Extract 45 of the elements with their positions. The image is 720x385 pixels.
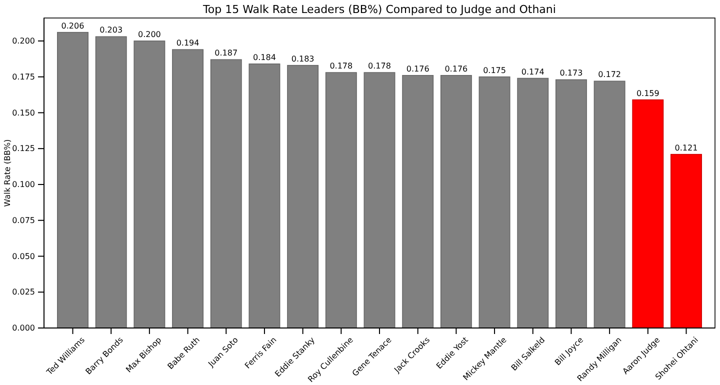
data-label: 0.203 xyxy=(100,26,123,35)
data-label: 0.159 xyxy=(636,88,660,98)
bar xyxy=(248,64,280,328)
bar xyxy=(134,40,166,328)
y-tick-label: 0.000 xyxy=(12,324,35,333)
data-label: 0.178 xyxy=(368,62,391,71)
bar xyxy=(632,99,664,328)
data-label: 0.200 xyxy=(138,30,161,39)
data-label: 0.174 xyxy=(521,67,544,76)
bar xyxy=(402,75,434,328)
bar xyxy=(325,72,357,328)
bar xyxy=(670,154,702,328)
bar xyxy=(478,76,510,328)
data-label: 0.175 xyxy=(483,66,506,75)
data-label: 0.121 xyxy=(674,143,698,152)
data-label: 0.206 xyxy=(61,21,84,30)
y-tick-label: 0.100 xyxy=(12,180,35,190)
y-axis-title: Walk Rate (BB%) xyxy=(3,139,12,207)
bar xyxy=(172,49,204,328)
bar xyxy=(364,72,396,328)
y-tick-label: 0.175 xyxy=(12,72,35,82)
data-label: 0.183 xyxy=(291,54,314,64)
y-tick-label: 0.150 xyxy=(12,108,35,118)
bar xyxy=(440,75,472,328)
chart-title: Top 15 Walk Rate Leaders (BB%) Compared to Judge and Othani xyxy=(202,3,556,16)
bar xyxy=(95,36,127,328)
y-tick-label: 0.050 xyxy=(12,252,35,261)
data-label: 0.172 xyxy=(598,70,622,80)
data-label: 0.176 xyxy=(406,64,430,74)
data-label: 0.194 xyxy=(176,38,200,48)
y-tick-label: 0.125 xyxy=(12,144,35,154)
bar xyxy=(594,80,626,328)
bar xyxy=(210,59,242,328)
y-tick-label: 0.075 xyxy=(12,216,35,225)
bar xyxy=(287,64,319,328)
bar xyxy=(555,79,587,328)
data-label: 0.187 xyxy=(214,48,238,58)
data-label: 0.184 xyxy=(253,52,276,62)
data-label: 0.178 xyxy=(330,62,353,71)
y-tick-label: 0.025 xyxy=(12,288,35,297)
bar xyxy=(517,78,549,328)
y-tick-label: 0.200 xyxy=(12,36,35,46)
data-label: 0.173 xyxy=(560,68,583,78)
data-label: 0.176 xyxy=(444,64,468,74)
bar xyxy=(57,32,88,328)
